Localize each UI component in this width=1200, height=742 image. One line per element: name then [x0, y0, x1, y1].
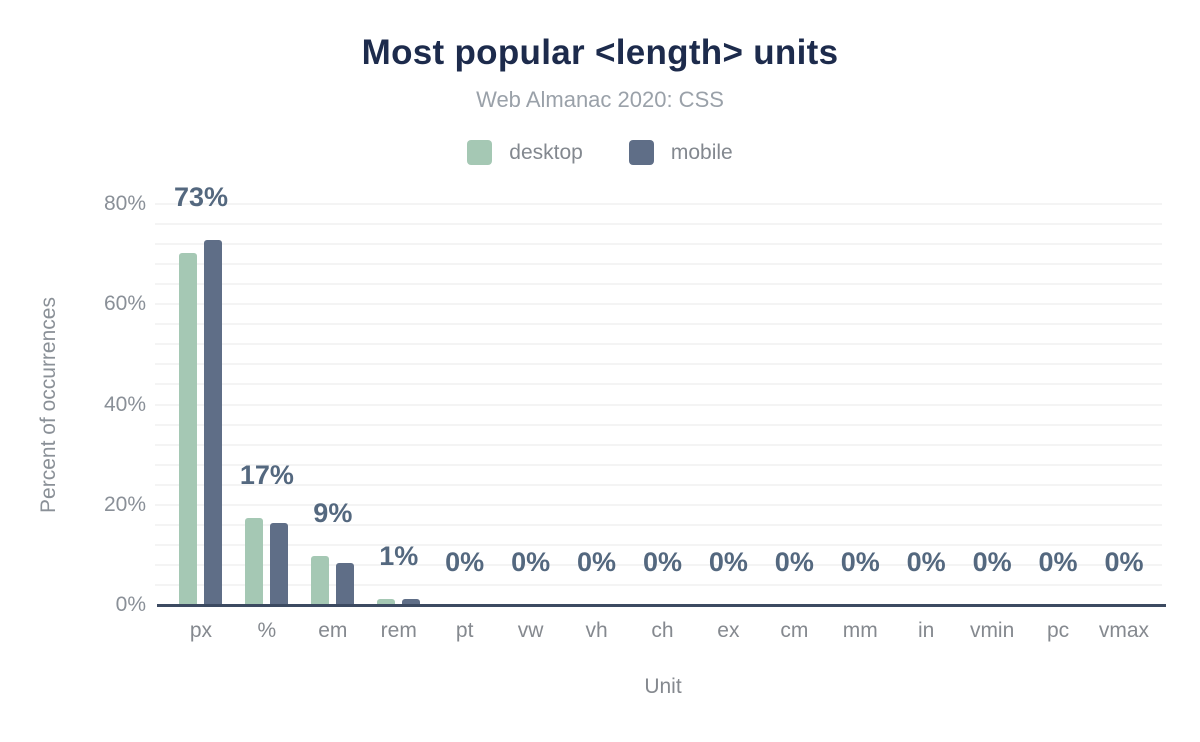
data-label-in: 0%: [906, 547, 946, 577]
data-label-vh: 0%: [577, 547, 617, 577]
bar-mobile-%: [270, 523, 289, 605]
gridline: [155, 443, 1162, 446]
gridline: [155, 303, 1162, 306]
y-axis-title: Percent of occurrences: [37, 297, 60, 513]
bar-desktop-px: [179, 253, 198, 605]
y-tick-label: 60%: [103, 292, 146, 316]
x-tick-label-vmax: vmax: [1098, 619, 1150, 642]
gridline: [155, 243, 1162, 246]
x-tick-label-pc: pc: [1046, 619, 1070, 642]
y-tick-label: 0%: [115, 593, 146, 616]
chart-title: Most popular <length> units: [361, 33, 839, 72]
bar-desktop-em: [311, 556, 330, 605]
data-label-mm: 0%: [840, 547, 880, 577]
data-label-pt: 0%: [445, 547, 485, 577]
data-label-vmin: 0%: [972, 547, 1012, 577]
bar-mobile-px: [204, 240, 223, 605]
x-tick-label-%: %: [257, 619, 277, 642]
gridline: [155, 403, 1162, 406]
legend-item-mobile: mobile: [628, 140, 733, 165]
bar-mobile-em: [336, 563, 355, 605]
gridline: [155, 383, 1162, 386]
legend: desktop mobile: [0, 140, 1200, 165]
gridline: [155, 343, 1162, 346]
x-tick-label-rem: rem: [380, 619, 417, 642]
gridline: [155, 523, 1162, 526]
legend-swatch-mobile: [628, 140, 654, 165]
x-tick-label-mm: mm: [842, 619, 878, 642]
gridline: [155, 463, 1162, 466]
data-label-em: 9%: [313, 497, 353, 528]
data-label-rem: 1%: [379, 540, 419, 571]
bar-desktop-rem: [377, 599, 396, 605]
gridline: [155, 583, 1162, 586]
legend-label-mobile: mobile: [670, 140, 733, 164]
data-label-pc: 0%: [1038, 547, 1078, 577]
gridline: [155, 263, 1162, 266]
data-label-cm: 0%: [774, 547, 814, 577]
x-tick-label-em: em: [318, 619, 348, 642]
x-tick-label-vmin: vmin: [969, 619, 1015, 642]
x-tick-label-cm: cm: [780, 619, 809, 642]
bar-mobile-rem: [402, 599, 421, 605]
y-tick-label: 80%: [103, 192, 146, 215]
legend-item-desktop: desktop: [467, 140, 583, 165]
gridline: [155, 283, 1162, 286]
gridline: [155, 563, 1162, 566]
legend-label-desktop: desktop: [509, 140, 583, 164]
legend-swatch-desktop: [467, 140, 493, 165]
x-axis-line: [157, 604, 1166, 607]
gridline: [155, 423, 1162, 426]
x-tick-label-ex: ex: [717, 619, 740, 642]
gridline: [155, 543, 1162, 546]
x-tick-label-ch: ch: [651, 619, 674, 642]
x-tick-label-vh: vh: [585, 619, 608, 642]
x-tick-label-in: in: [918, 619, 935, 642]
y-tick-label: 40%: [103, 392, 146, 416]
x-axis-title: Unit: [644, 675, 682, 698]
gridline: [155, 223, 1162, 226]
data-label-ch: 0%: [642, 547, 682, 577]
data-label-vw: 0%: [511, 547, 551, 577]
y-tick-label: 20%: [103, 492, 146, 516]
chart-subtitle: Web Almanac 2020: CSS: [476, 87, 724, 112]
x-tick-label-pt: pt: [455, 619, 474, 642]
gridline: [155, 203, 1162, 205]
x-tick-label-vw: vw: [517, 619, 544, 642]
gridline: [155, 483, 1162, 486]
gridline: [155, 503, 1162, 506]
data-label-%: 17%: [239, 460, 294, 491]
data-label-ex: 0%: [708, 547, 748, 577]
data-label-px: 73%: [173, 182, 228, 213]
x-tick-label-px: px: [189, 619, 213, 642]
gridline: [155, 323, 1162, 326]
bar-desktop-%: [245, 518, 264, 605]
gridline: [155, 363, 1162, 366]
data-label-vmax: 0%: [1104, 547, 1144, 577]
